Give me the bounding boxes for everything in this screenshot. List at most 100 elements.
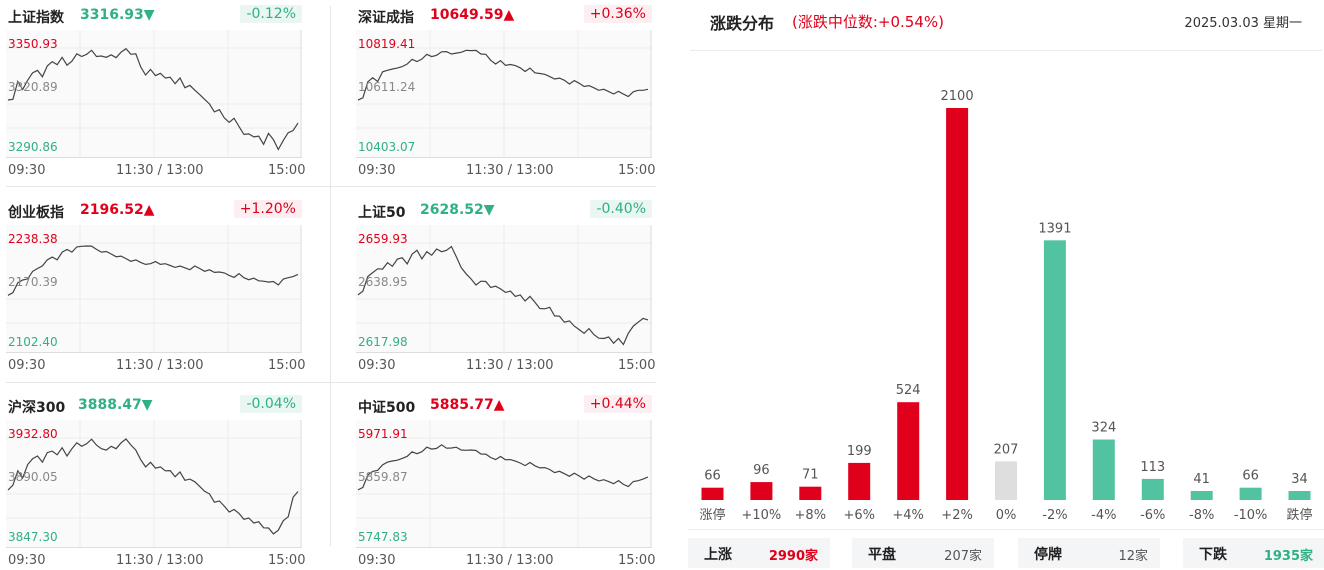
index-card[interactable]: 深证成指 10649.59▲ +0.36% 10819.41 10611.24 10403… — [356, 0, 655, 190]
index-name: 上证指数 — [8, 10, 64, 26]
time-label-midday: 11:30 / 13:00 — [466, 358, 554, 373]
summary-count: 2990家 — [768, 549, 818, 564]
index-header: 沪深300 3888.47▼ -0.04% — [6, 390, 302, 420]
index-line-chart — [356, 30, 652, 158]
axis-min-label: 3847.30 — [8, 530, 58, 544]
index-name: 创业板指 — [8, 205, 64, 221]
distribution-bar[interactable] — [848, 462, 871, 500]
time-label-midday: 11:30 / 13:00 — [466, 163, 554, 178]
summary-box: 平盘 207家 — [852, 538, 994, 568]
index-value: 3888.47▼ — [78, 397, 153, 413]
index-header: 创业板指 2196.52▲ +1.20% — [6, 195, 302, 225]
time-label-midday: 11:30 / 13:00 — [116, 358, 204, 373]
distribution-bar[interactable] — [1288, 491, 1311, 500]
index-line-chart — [356, 420, 652, 548]
bar-value-label: 66 — [704, 469, 721, 484]
time-label-midday: 11:30 / 13:00 — [116, 553, 204, 568]
index-value: 2196.52▲ — [80, 202, 155, 218]
index-change-pct: +0.44% — [583, 395, 652, 413]
bar-value-label: 71 — [802, 468, 819, 483]
time-label-midday: 11:30 / 13:00 — [116, 163, 204, 178]
bar-value-label: 34 — [1291, 472, 1308, 487]
axis-max-label: 3350.93 — [8, 37, 58, 51]
bar-value-label: 524 — [896, 383, 921, 398]
index-change-pct: +0.36% — [583, 5, 652, 23]
axis-max-label: 2238.38 — [8, 232, 58, 246]
axis-max-label: 3932.80 — [8, 427, 58, 441]
index-card[interactable]: 创业板指 2196.52▲ +1.20% 2238.38 2170.39 2102.40 0… — [6, 195, 306, 385]
time-label-open: 09:30 — [8, 163, 46, 178]
time-label-open: 09:30 — [358, 358, 396, 373]
distribution-bar[interactable] — [897, 402, 920, 500]
bar-value-label: 66 — [1242, 469, 1259, 484]
grid-divider-horizontal — [6, 186, 656, 187]
index-change-pct: -0.12% — [240, 5, 302, 23]
price-line — [357, 49, 649, 101]
distribution-bar[interactable] — [1141, 478, 1164, 500]
summary-box: 上涨 2990家 — [688, 538, 830, 568]
axis-min-label: 3290.86 — [8, 140, 58, 154]
axis-max-label: 2659.93 — [358, 232, 408, 246]
distribution-bar[interactable] — [701, 487, 724, 500]
summary-box: 下跌 1935家 — [1183, 538, 1324, 568]
index-header: 上证指数 3316.93▼ -0.12% — [6, 0, 302, 30]
distribution-bar[interactable] — [1239, 487, 1262, 500]
index-card[interactable]: 上证50 2628.52▼ -0.40% 2659.93 2638.95 2617.98 0… — [356, 195, 655, 385]
category-tick-label: -8% — [1189, 508, 1214, 523]
summary-count: 207家 — [944, 549, 982, 564]
summary-label: 下跌 — [1199, 547, 1227, 563]
axis-mid-label: 3890.05 — [8, 470, 58, 484]
bar-value-label: 324 — [1091, 421, 1116, 436]
index-change-pct: -0.04% — [240, 395, 302, 413]
distribution-bar[interactable] — [946, 108, 969, 500]
category-tick-label: +8% — [795, 508, 827, 523]
time-label-midday: 11:30 / 13:00 — [466, 553, 554, 568]
distribution-bar[interactable] — [995, 461, 1017, 500]
index-value: 3316.93▼ — [80, 7, 155, 23]
index-change-pct: +1.20% — [233, 200, 302, 218]
axis-min-label: 2617.98 — [358, 335, 408, 349]
distribution-bar-chart: 66 涨停 96 +10% 71 +8% 199 +6% 524 +4% 2100 +2% 207 0% 1… — [688, 89, 1324, 530]
index-value: 2628.52▼ — [420, 202, 495, 218]
time-label-close: 15:00 — [268, 553, 306, 568]
category-tick-label: +2% — [941, 508, 973, 523]
axis-mid-label: 3320.89 — [8, 80, 58, 94]
summary-label: 停牌 — [1034, 547, 1062, 563]
price-line — [357, 245, 649, 346]
price-line — [357, 444, 649, 491]
category-tick-label: 跌停 — [1287, 507, 1313, 523]
time-label-open: 09:30 — [8, 358, 46, 373]
index-line-chart — [6, 30, 302, 158]
price-line — [7, 245, 299, 296]
category-tick-label: -2% — [1042, 508, 1067, 523]
time-label-close: 15:00 — [618, 553, 656, 568]
time-label-close: 15:00 — [268, 358, 306, 373]
category-tick-label: 0% — [996, 508, 1017, 523]
bar-value-label: 2100 — [941, 89, 974, 104]
index-header: 深证成指 10649.59▲ +0.36% — [356, 0, 652, 30]
distribution-bar[interactable] — [1190, 491, 1213, 500]
distribution-title: 涨跌分布 — [710, 14, 775, 33]
axis-max-label: 10819.41 — [358, 37, 416, 51]
grid-divider-horizontal — [6, 382, 656, 383]
category-tick-label: +6% — [843, 508, 875, 523]
summary-count: 12家 — [1118, 549, 1148, 564]
category-tick-label: -4% — [1091, 508, 1116, 523]
index-card[interactable]: 中证500 5885.77▲ +0.44% 5971.91 5859.87 5747.83… — [356, 390, 656, 570]
distribution-bar[interactable] — [1043, 240, 1066, 501]
distribution-bar[interactable] — [750, 482, 773, 500]
summary-label: 平盘 — [868, 547, 896, 563]
distribution-bar[interactable] — [1092, 439, 1115, 501]
axis-mid-label: 2170.39 — [8, 275, 58, 289]
bar-value-label: 96 — [753, 463, 770, 478]
index-card[interactable]: 沪深300 3888.47▼ -0.04% 3932.80 3890.05 3847.30… — [6, 390, 306, 570]
category-tick-label: -10% — [1234, 508, 1268, 523]
index-card[interactable]: 上证指数 3316.93▼ -0.12% 3350.93 3320.89 3290.86 0… — [6, 0, 305, 190]
axis-mid-label: 5859.87 — [358, 470, 408, 484]
distribution-bar[interactable] — [799, 486, 822, 500]
category-tick-label: 涨停 — [699, 507, 725, 523]
bar-value-label: 1391 — [1038, 221, 1071, 236]
index-change-pct: -0.40% — [590, 200, 652, 218]
index-name: 深证成指 — [358, 10, 414, 26]
index-name: 中证500 — [358, 400, 416, 416]
